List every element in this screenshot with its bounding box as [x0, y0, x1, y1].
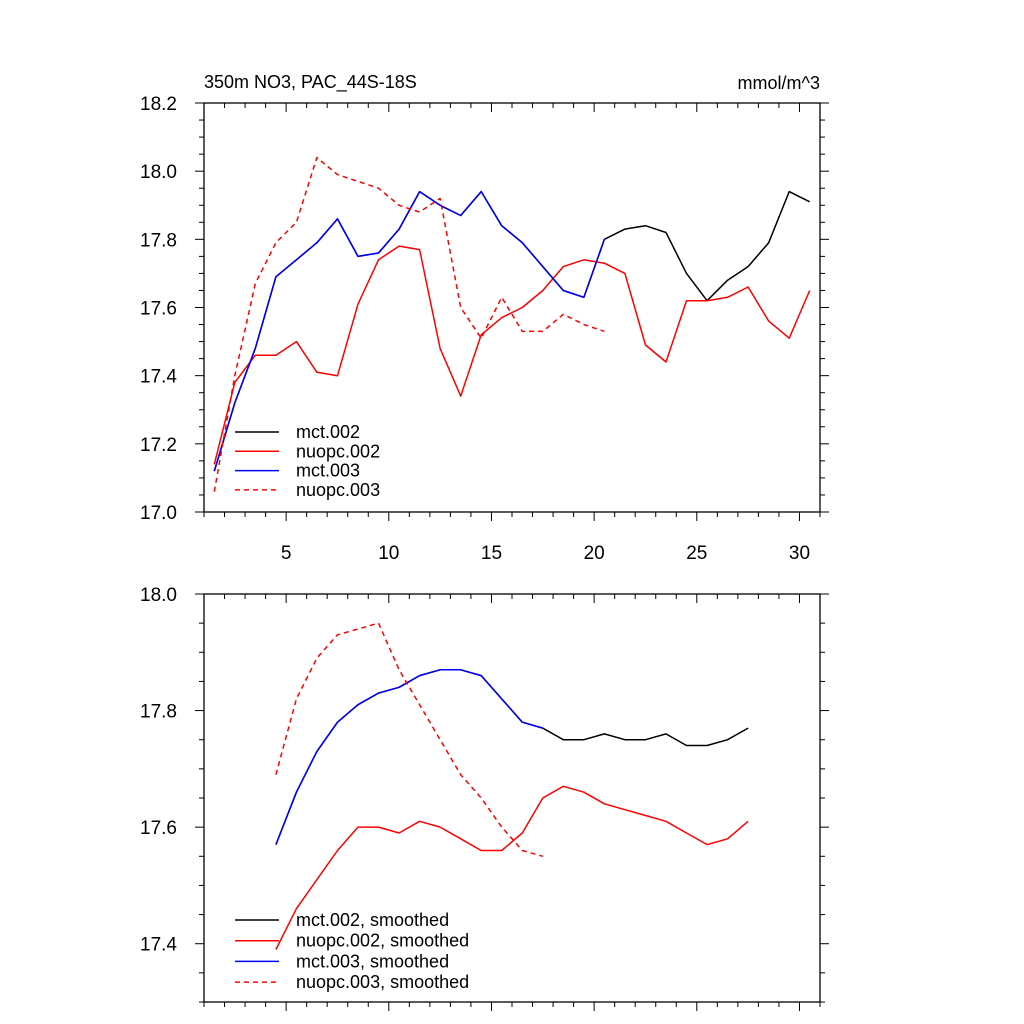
series-mct-003-smoothed: [275, 669, 544, 845]
y-tick-label: 17.6: [140, 299, 177, 320]
series-line: [213, 245, 811, 465]
x-tick-label: 20: [584, 543, 605, 564]
series-mct-002-smoothed: [275, 669, 749, 845]
y-tick-label: 17.0: [140, 503, 177, 524]
series-line: [275, 622, 544, 858]
legend-label: nuopc.002: [296, 441, 380, 461]
y-tick-label: 18.2: [140, 94, 177, 115]
series-line: [213, 190, 606, 472]
y-tick-label: 18.0: [140, 585, 177, 606]
y-tick-label: 17.8: [140, 702, 177, 723]
y-tick-label: 17.2: [140, 435, 177, 456]
legend-label: nuopc.003, smoothed: [296, 972, 469, 992]
series-line: [213, 156, 605, 492]
legend-label: mct.003: [296, 461, 360, 481]
series-nuopc-003-smoothed: [275, 622, 544, 858]
y-tick-label: 17.8: [140, 230, 177, 251]
chart-title: 350m NO3, PAC_44S-18S: [204, 72, 417, 93]
top-panel: 350m NO3, PAC_44S-18S mmol/m^3 5 10 15 20 25 30…: [140, 72, 829, 564]
series-line: [275, 669, 544, 845]
legend-label: mct.002, smoothed: [296, 910, 449, 930]
units-label: mmol/m^3: [738, 73, 820, 93]
x-tick-label: 30: [789, 543, 810, 564]
series-line: [275, 785, 749, 950]
series-line: [275, 669, 749, 845]
x-tick-label: 5: [281, 543, 292, 564]
series-nuopc-002-smoothed: [275, 785, 749, 950]
series-nuopc-002: [213, 245, 811, 465]
x-tick-label: 25: [686, 543, 707, 564]
series-mct-003: [213, 190, 606, 472]
legend-label: mct.002: [296, 422, 360, 442]
x-tick-label: 15: [481, 543, 502, 564]
series-nuopc-003: [213, 156, 605, 492]
x-tick-label: 10: [378, 543, 399, 564]
y-tick-label: 17.4: [140, 935, 177, 956]
legend-label: mct.003, smoothed: [296, 951, 449, 971]
legend-label: nuopc.003: [296, 480, 380, 500]
y-tick-label: 17.4: [140, 367, 177, 388]
y-tick-label: 17.6: [140, 818, 177, 839]
legend-label: nuopc.002, smoothed: [296, 931, 469, 951]
y-tick-label: 18.0: [140, 162, 177, 183]
